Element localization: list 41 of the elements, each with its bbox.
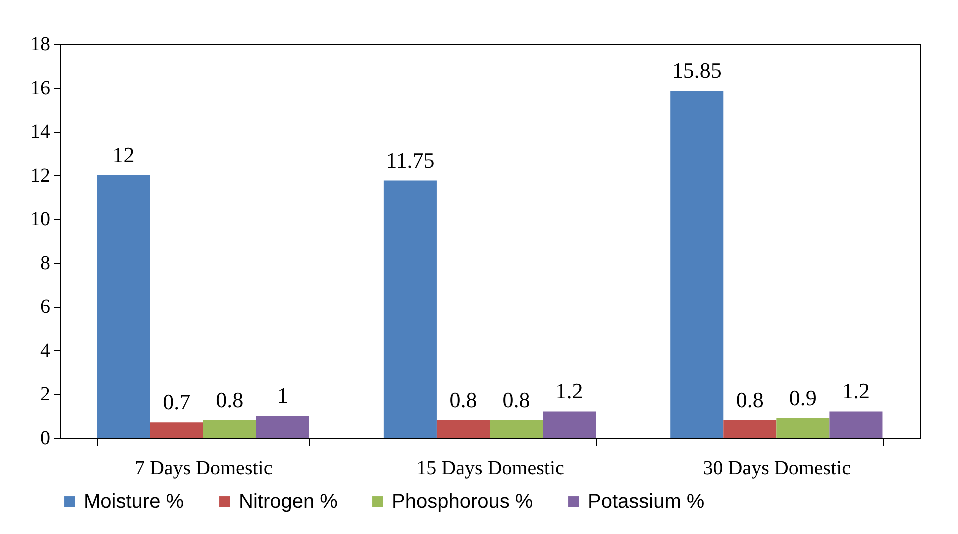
bar bbox=[256, 416, 310, 438]
bar bbox=[776, 418, 830, 438]
y-tick-label: 10 bbox=[30, 208, 50, 231]
y-tick-label: 8 bbox=[40, 252, 50, 274]
y-tick-label: 0 bbox=[40, 428, 50, 450]
data-label: 1.2 bbox=[556, 378, 584, 404]
bar bbox=[670, 91, 724, 438]
legend-label: Potassium % bbox=[588, 491, 705, 513]
data-label: 0.8 bbox=[450, 387, 478, 412]
data-label: 0.8 bbox=[216, 387, 244, 412]
y-tick-label: 16 bbox=[30, 77, 50, 100]
bar bbox=[724, 420, 777, 438]
bar bbox=[543, 412, 596, 438]
x-tick-label: 7 Days Domestic bbox=[134, 458, 273, 480]
x-tick-label: 30 Days Domestic bbox=[703, 458, 852, 480]
data-label: 15.85 bbox=[672, 58, 722, 84]
x-tick-label: 15 Days Domestic bbox=[416, 458, 564, 480]
y-tick-label: 6 bbox=[40, 296, 50, 318]
bar bbox=[203, 420, 256, 438]
data-label: 0.8 bbox=[502, 387, 530, 412]
y-tick-label: 12 bbox=[30, 164, 50, 187]
bar bbox=[436, 420, 490, 438]
data-label: 12 bbox=[112, 142, 135, 168]
bar bbox=[490, 420, 544, 438]
data-label: 1.2 bbox=[842, 378, 870, 404]
legend-label: Nitrogen % bbox=[239, 491, 338, 513]
bar bbox=[830, 412, 883, 438]
y-tick-label: 2 bbox=[40, 384, 50, 406]
bar bbox=[150, 422, 204, 438]
legend-label: Phosphorous % bbox=[392, 491, 534, 513]
bar bbox=[384, 180, 437, 438]
data-label: 0.7 bbox=[163, 390, 191, 415]
bar bbox=[97, 175, 150, 438]
data-label: 11.75 bbox=[386, 148, 435, 173]
legend-label: Moisture % bbox=[84, 491, 184, 513]
data-label: 0.9 bbox=[789, 385, 817, 410]
y-tick-label: 4 bbox=[40, 340, 50, 362]
y-tick-label: 18 bbox=[30, 34, 50, 56]
data-label: 1 bbox=[277, 383, 288, 408]
y-tick-label: 14 bbox=[30, 121, 50, 144]
data-label: 0.8 bbox=[736, 387, 764, 412]
